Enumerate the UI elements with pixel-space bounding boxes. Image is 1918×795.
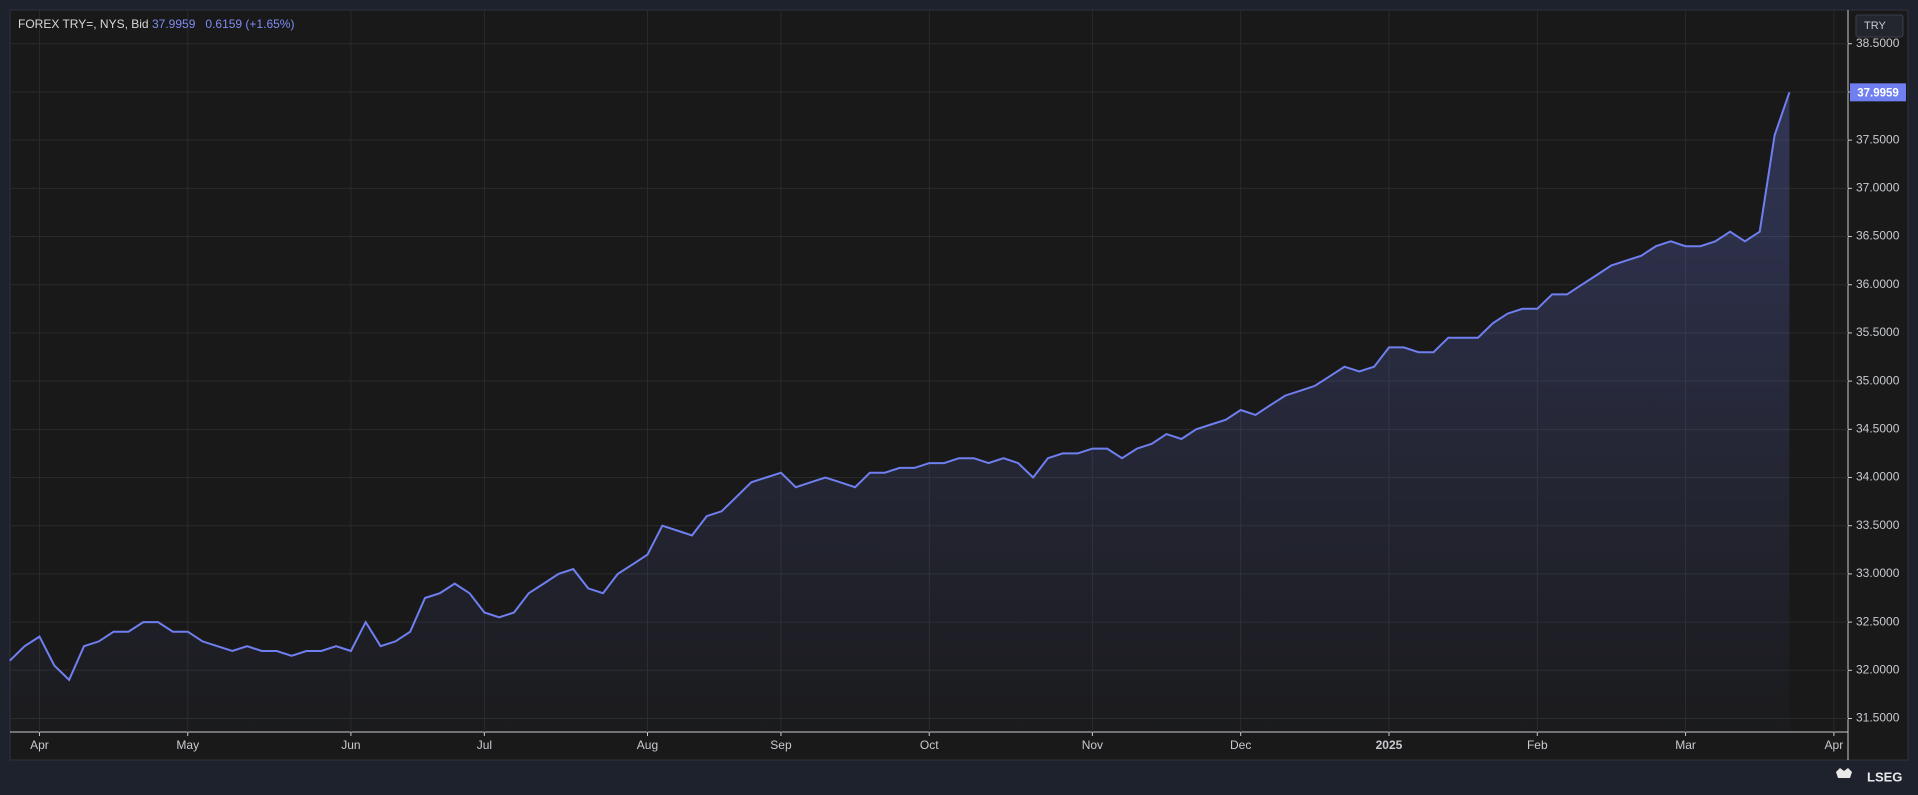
y-tick-label: 38.5000 <box>1856 36 1900 50</box>
y-tick-label: 36.0000 <box>1856 277 1900 291</box>
y-tick-label: 32.0000 <box>1856 662 1900 676</box>
x-tick-label: Apr <box>1825 738 1844 752</box>
y-tick-label: 34.5000 <box>1856 421 1900 435</box>
y-tick-label: 31.5000 <box>1856 711 1900 725</box>
instrument: FOREX TRY=, NYS, Bid <box>18 17 149 31</box>
x-tick-label: Sep <box>770 738 792 752</box>
area <box>9 92 1790 733</box>
x-tick-label: May <box>176 738 199 752</box>
x-tick-label: Jun <box>341 738 360 752</box>
x-tick-label: Nov <box>1082 738 1103 752</box>
x-tick-label: 2025 <box>1376 738 1403 752</box>
y-tick-label: 33.0000 <box>1856 566 1900 580</box>
x-tick-label: Aug <box>637 738 658 752</box>
marks: 37.9959 <box>9 83 1906 733</box>
y-tick-label: 37.0000 <box>1856 181 1900 195</box>
y-tick-label: 35.0000 <box>1856 373 1900 387</box>
y-tick-label: 37.5000 <box>1856 132 1900 146</box>
y-tick-label: 33.5000 <box>1856 518 1900 532</box>
y-tick-label: 34.0000 <box>1856 470 1900 484</box>
last-price-tag <box>1850 83 1906 102</box>
x-tick-label: Mar <box>1675 738 1696 752</box>
x-tick-label: Dec <box>1230 738 1251 752</box>
brand: LSEG <box>1867 769 1902 784</box>
price-line <box>9 91 1791 682</box>
change: 0.6159 (+1.65%) <box>205 17 294 31</box>
last-price-label: 37.9959 <box>1857 87 1899 99</box>
y-tick-label: 32.5000 <box>1856 614 1900 628</box>
x-tick-label: Feb <box>1527 738 1548 752</box>
x-tick-label: Jul <box>477 738 492 752</box>
x-tick-label: Apr <box>30 738 49 752</box>
currency-box[interactable] <box>1855 14 1904 38</box>
y-tick-label: 36.5000 <box>1856 229 1900 243</box>
last-price: 37.9959 <box>152 17 196 31</box>
y-tick-label: 35.5000 <box>1856 325 1900 339</box>
x-tick-label: Oct <box>920 738 939 752</box>
brand-logo <box>1836 768 1852 778</box>
currency[interactable]: TRY <box>1864 20 1886 32</box>
